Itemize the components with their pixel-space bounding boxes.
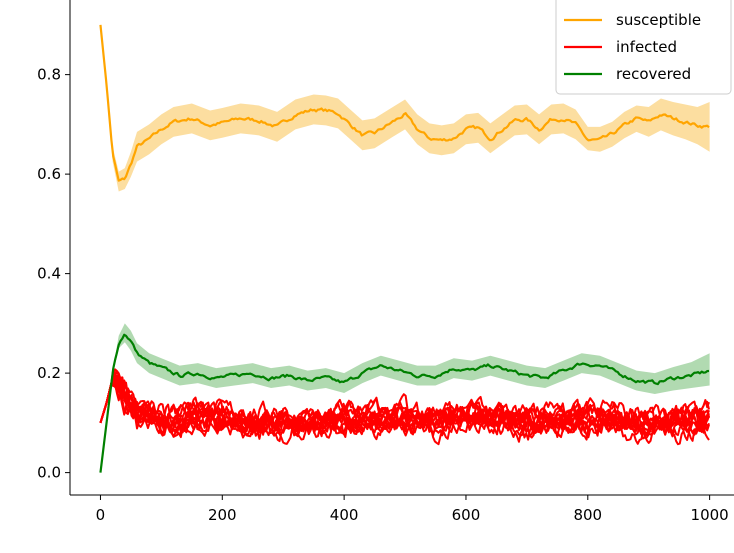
x-tick-label: 0 (96, 506, 106, 524)
y-tick-label: 0.8 (37, 66, 61, 84)
y-tick-label: 0.4 (37, 265, 61, 283)
legend-label-recovered: recovered (616, 65, 691, 83)
confidence-bands (100, 24, 710, 473)
y-tick-label: 0.6 (37, 165, 61, 183)
legend-label-infected: infected (616, 38, 677, 56)
infected-run-line (99, 375, 710, 443)
susceptible-band (100, 24, 710, 192)
legend-label-susceptible: susceptible (616, 11, 701, 29)
y-tick-label: 0.2 (37, 364, 61, 382)
axes: 0.0 0.2 0.4 0.6 0.8 0 200 400 600 800 1000 (37, 0, 734, 524)
x-tick-label: 800 (573, 506, 602, 524)
series-lines (99, 24, 710, 473)
x-tick-label: 1000 (691, 506, 729, 524)
x-tick-label: 200 (208, 506, 237, 524)
susceptible-line (99, 24, 710, 182)
legend-box (555, 0, 732, 95)
y-tick-label: 0.0 (37, 464, 61, 482)
legend: susceptible infected recovered (555, 0, 732, 95)
x-tick-label: 400 (330, 506, 359, 524)
recovered-line (99, 333, 710, 473)
infected-runs (99, 368, 710, 446)
x-tick-label: 600 (452, 506, 481, 524)
